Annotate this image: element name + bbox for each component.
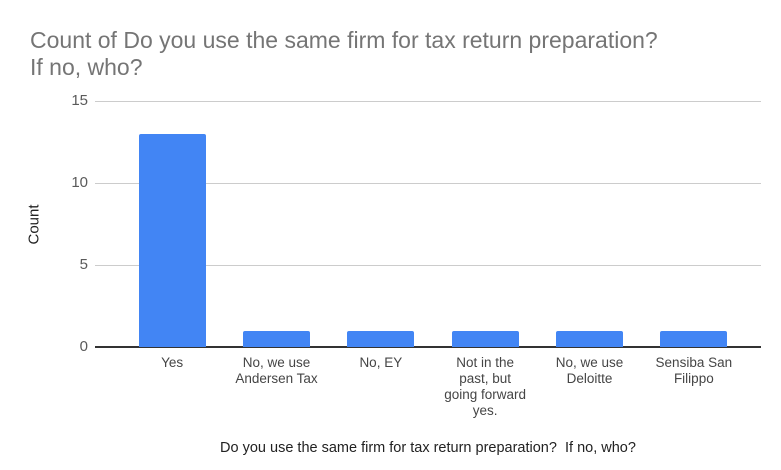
- gridline: [95, 183, 761, 184]
- y-tick-label: 10: [71, 174, 88, 191]
- bar-0: [138, 133, 206, 347]
- x-category-label: Sensiba San Filippo: [655, 355, 733, 386]
- bar-5: [660, 330, 728, 347]
- y-axis-title: Count: [0, 101, 68, 347]
- y-axis-title-label: Count: [25, 203, 43, 245]
- chart-title: Count of Do you use the same firm for ta…: [30, 27, 760, 81]
- bar-2: [347, 330, 415, 347]
- gridline: [95, 101, 761, 102]
- y-tick-label: 5: [79, 256, 88, 273]
- x-category-label: No, we use Deloitte: [555, 355, 624, 386]
- x-category-label: Yes: [161, 355, 184, 370]
- x-category-label: No, EY: [359, 355, 403, 370]
- x-category-label: No, we use Andersen Tax: [235, 355, 318, 386]
- bar-4: [556, 330, 623, 347]
- y-tick-label: 15: [71, 92, 88, 109]
- gridline: [95, 265, 761, 266]
- x-axis-baseline: [95, 346, 761, 348]
- y-tick-label: 0: [79, 338, 88, 355]
- x-category-labels: Yes No, we use Andersen Tax No, EY Not in t…: [95, 355, 761, 425]
- chart-title-line-2: If no, who?: [30, 54, 143, 80]
- chart-title-line-1: Count of Do you use the same firm for ta…: [30, 27, 658, 53]
- x-axis-title: Do you use the same firm for tax return …: [220, 440, 636, 456]
- plot-area: 0 5 10 15: [71, 93, 761, 355]
- x-category-label: Not in the past, but going forward yes.: [444, 355, 527, 418]
- bar-3: [451, 330, 519, 347]
- bar-1: [243, 330, 310, 347]
